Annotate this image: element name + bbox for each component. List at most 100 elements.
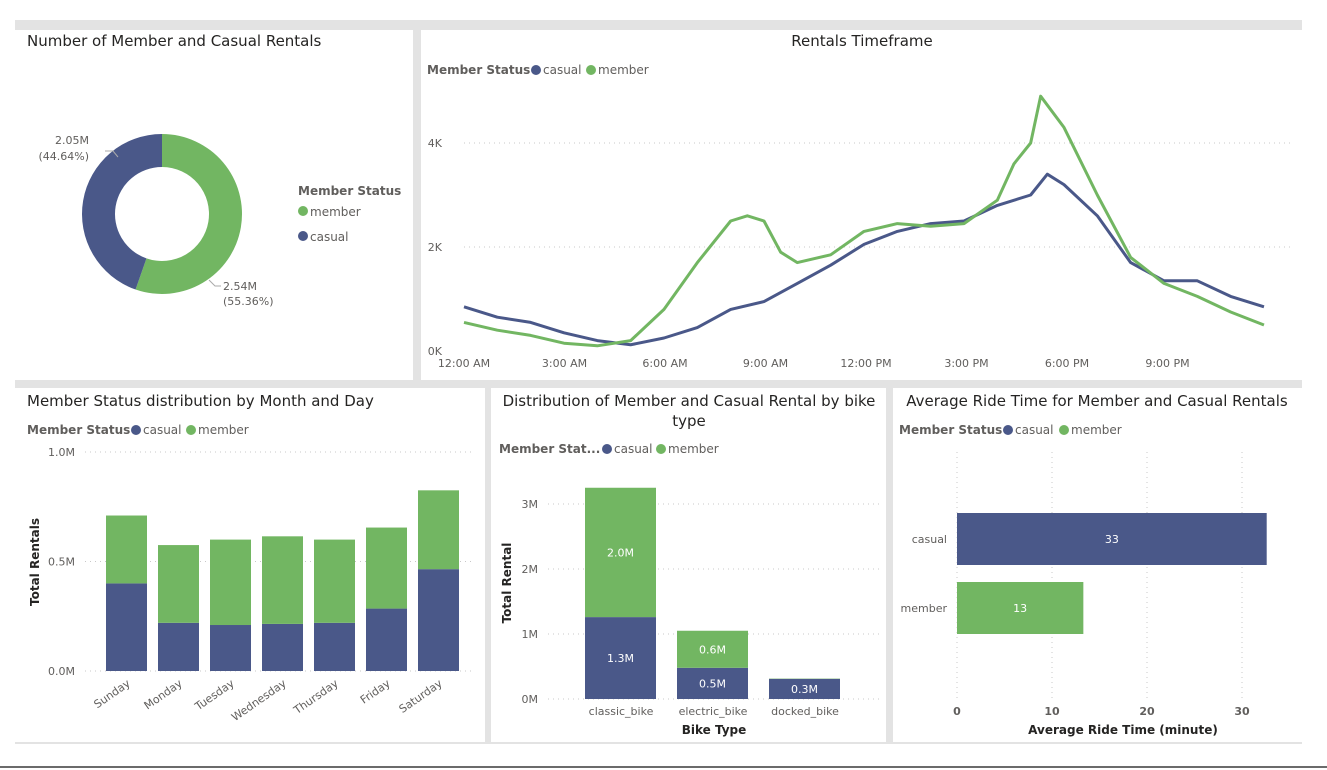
y-tick-label: 0.0M [48,665,75,678]
y-category-label: member [901,602,948,615]
donut-panel[interactable]: Number of Member and Casual Rentals 2.54… [15,30,413,380]
bar-member-electric_bike[interactable] [677,630,748,668]
line-casual[interactable] [463,172,1265,347]
x-tick-label: classic_bike [589,705,654,718]
bar-member-friday[interactable] [366,527,407,609]
bar-casual-sunday[interactable] [106,583,147,671]
y-axis-title: Total Rentals [28,518,42,606]
x-tick-label: 3:00 PM [944,357,988,370]
bike-title-line2: type [672,412,706,430]
ride-time-panel[interactable]: Average Ride Time for Member and Casual … [893,388,1302,742]
x-tick-label: Sunday [92,677,134,712]
bar-member-saturday[interactable] [418,490,459,570]
bar-casual-friday[interactable] [366,608,407,671]
day-title: Member Status distribution by Month and … [27,392,374,410]
x-tick-label: Tuesday [192,677,237,714]
legend-member[interactable]: member [668,442,719,456]
bike-type-panel[interactable]: Distribution of Member and Casual Rental… [491,388,886,742]
data-label: 13 [1013,602,1027,615]
legend-casual-dot [298,231,308,241]
ride-time-bar-chart[interactable]: Average Ride Time for Member and Casual … [893,388,1302,742]
timeframe-title: Rentals Timeframe [791,32,933,50]
data-label: 2.0M [607,546,634,559]
donut-slice-member[interactable] [135,134,243,294]
bottom-border [0,766,1327,768]
bar-casual-saturday[interactable] [418,569,459,671]
legend-member-dot [656,444,666,454]
x-tick-label: 9:00 AM [743,357,788,370]
legend-casual[interactable]: casual [310,230,349,244]
bike-type-stacked-bar-chart[interactable]: Distribution of Member and Casual Rental… [491,388,886,742]
timeframe-line-chart[interactable]: Rentals Timeframe Member Status casual m… [421,30,1302,380]
bar-member-tuesday[interactable] [210,539,251,626]
divider [485,388,491,742]
y-axis-title: Total Rental [500,543,514,624]
y-tick-label: 1M [522,628,539,641]
day-stacked-bar-chart[interactable]: Member Status distribution by Month and … [15,388,485,742]
line-member[interactable] [463,94,1265,348]
bar-casual-wednesday[interactable] [262,623,303,671]
middle-band [15,380,1302,388]
legend-casual[interactable]: casual [143,423,182,437]
divider [886,388,893,742]
legend-casual[interactable]: casual [1015,423,1054,437]
timeframe-panel[interactable]: Rentals Timeframe Member Status casual m… [421,30,1302,380]
bar-casual-thursday[interactable] [314,622,355,671]
x-tick-label: docked_bike [771,705,839,718]
divider [413,30,421,380]
casual-pct-label: (44.64%) [38,150,89,163]
x-tick-label: 10 [1044,705,1060,718]
x-tick-label: Saturday [397,677,445,716]
legend-casual-dot [1003,425,1013,435]
donut-chart[interactable]: Number of Member and Casual Rentals 2.54… [15,30,413,380]
legend-member[interactable]: member [198,423,249,437]
legend-member-dot [186,425,196,435]
bar-casual-monday[interactable] [158,622,199,671]
y-tick-label: 2M [522,563,539,576]
day-distribution-panel[interactable]: Member Status distribution by Month and … [15,388,485,742]
legend-casual[interactable]: casual [543,63,582,77]
legend-casual[interactable]: casual [614,442,653,456]
data-label: 1.3M [607,652,634,665]
legend-title: Member Stat... [499,442,600,456]
x-tick-label: 20 [1139,705,1155,718]
bar-casual-docked_bike[interactable] [769,678,840,699]
y-tick-label: 4K [428,137,443,150]
member-value-label: 2.54M [223,280,257,293]
x-tick-label: Wednesday [229,677,289,724]
legend-member[interactable]: member [1071,423,1122,437]
y-tick-label: 0K [428,345,443,358]
legend-title: Member Status [899,423,1002,437]
bar-member[interactable] [957,582,1084,634]
legend-member[interactable]: member [310,205,361,219]
bike-title-line1: Distribution of Member and Casual Rental… [503,392,876,410]
x-tick-label: 0 [953,705,961,718]
bar-casual-tuesday[interactable] [210,625,251,671]
bar-member-classic_bike[interactable] [585,487,656,618]
top-band [15,20,1302,30]
data-label: 0.3M [791,683,818,696]
donut-slice-casual[interactable] [82,134,162,290]
bar-member-thursday[interactable] [314,539,355,623]
bar-casual-electric_bike[interactable] [677,667,748,699]
leader-line [105,150,119,158]
y-tick-label: 3M [522,498,539,511]
bar-member-sunday[interactable] [106,515,147,584]
x-tick-label: 30 [1234,705,1250,718]
bottom-band [15,742,1302,744]
legend-member-dot [1059,425,1069,435]
y-tick-label: 0.5M [48,556,75,569]
x-tick-label: 6:00 PM [1045,357,1089,370]
legend-member-dot [298,206,308,216]
y-category-label: casual [912,533,947,546]
legend-title: Member Status [298,184,401,198]
bar-casual-classic_bike[interactable] [585,617,656,699]
legend-member[interactable]: member [598,63,649,77]
bar-member-wednesday[interactable] [262,536,303,624]
data-label: 0.5M [699,677,726,690]
legend-casual-dot [602,444,612,454]
bar-member-monday[interactable] [158,545,199,623]
x-tick-label: electric_bike [679,705,748,718]
donut-title: Number of Member and Casual Rentals [27,32,322,50]
bar-casual[interactable] [957,513,1267,565]
